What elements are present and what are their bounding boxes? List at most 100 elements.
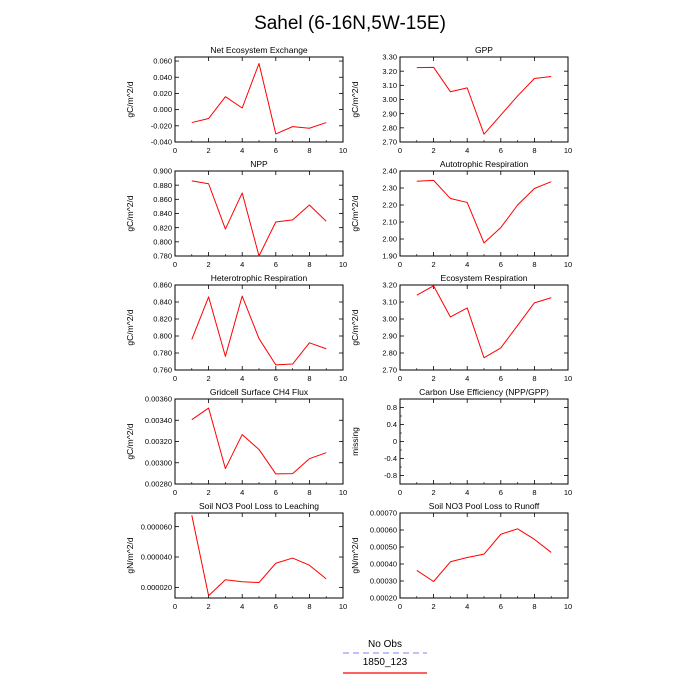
y-tick-label: 3.10 [382, 298, 397, 307]
y-axis-label: gC/m^2/d [125, 423, 135, 459]
y-tick-label: 2.30 [382, 184, 397, 193]
y-tick-label: 0.040 [153, 73, 172, 82]
y-tick-label: 0.800 [153, 237, 172, 246]
x-tick-label: 2 [432, 146, 436, 155]
panel-autotrophic-respiration: Autotrophic Respiration gC/m^2/d 0 2 4 6 8 10 1.… [350, 159, 572, 269]
y-tick-label: 3.20 [382, 67, 397, 76]
panel-title: NPP [250, 159, 268, 169]
panel-gpp: GPP gC/m^2/d 0 2 4 6 8 10 2.70 2.80 2.90 3.00 3.10 3.… [350, 45, 572, 155]
y-tick-label: 3.30 [382, 53, 397, 62]
panel-npp: NPP gC/m^2/d 0 2 4 6 8 10 0.780 0.800 0.820 0.840 0.… [125, 159, 347, 269]
x-tick-label: 10 [564, 374, 572, 383]
figure-title: Sahel (6-16N,5W-15E) [254, 13, 446, 34]
x-tick-label: 0 [398, 260, 402, 269]
series-line-1850-123 [416, 66, 552, 135]
y-tick-label: 3.20 [382, 281, 397, 290]
panel-title: Autotrophic Respiration [440, 159, 529, 169]
y-axis-label: gC/m^2/d [350, 309, 360, 345]
x-tick-label: 6 [274, 146, 278, 155]
series-line-1850-123 [191, 62, 327, 135]
x-tick-label: 2 [207, 146, 211, 155]
series-line-1850-123 [416, 285, 552, 359]
panel-heterotrophic-respiration: Heterotrophic Respiration gC/m^2/d 0 2 4 6 8 10… [125, 273, 347, 383]
x-tick-label: 6 [274, 374, 278, 383]
y-tick-label: 2.10 [382, 218, 397, 227]
y-tick-label: 0.780 [153, 252, 172, 261]
y-axis-label: missing [350, 427, 360, 456]
panel-title: Gridcell Surface CH4 Flux [210, 387, 309, 397]
y-axis-label: gN/m^2/d [125, 537, 135, 573]
x-tick-label: 0 [398, 488, 402, 497]
series-line-1850-123 [191, 295, 327, 366]
panel-gridcell-surface-ch4-flux: Gridcell Surface CH4 Flux gC/m^2/d 0 2 4 6 8 10… [125, 387, 347, 497]
plot-frame [399, 512, 569, 599]
y-tick-label: 0.000040 [141, 553, 172, 562]
x-tick-label: 10 [564, 146, 572, 155]
x-tick-label: 0 [173, 146, 177, 155]
y-tick-label: 0.00320 [145, 437, 172, 446]
x-tick-label: 0 [173, 488, 177, 497]
x-tick-label: 4 [465, 602, 469, 611]
x-tick-label: 4 [465, 146, 469, 155]
x-tick-label: 2 [432, 260, 436, 269]
y-axis-label: gN/m^2/d [350, 537, 360, 573]
y-tick-label: 0.000060 [141, 522, 172, 531]
series-line-1850-123 [191, 407, 327, 475]
x-tick-label: 0 [173, 602, 177, 611]
x-tick-label: 8 [307, 260, 311, 269]
y-tick-label: 2.90 [382, 332, 397, 341]
x-tick-label: 10 [339, 260, 347, 269]
plot-frame [399, 398, 569, 485]
x-tick-label: 10 [339, 602, 347, 611]
y-tick-label: -0.040 [151, 138, 172, 147]
y-tick-label: 0.060 [153, 57, 172, 66]
y-tick-label: 0.900 [153, 167, 172, 176]
x-tick-label: 0 [398, 602, 402, 611]
y-tick-label: 2.00 [382, 235, 397, 244]
y-tick-label: 0.8 [387, 403, 397, 412]
y-tick-label: 2.70 [382, 366, 397, 375]
y-tick-label: 0.00340 [145, 416, 172, 425]
panel-net-ecosystem-exchange: Net Ecosystem Exchange gC/m^2/d 0 2 4 6 8 10 -0.… [125, 45, 347, 155]
x-tick-label: 4 [465, 374, 469, 383]
panel-title: Soil NO3 Pool Loss to Leaching [199, 501, 319, 511]
x-tick-label: 2 [207, 488, 211, 497]
x-tick-label: 4 [240, 488, 244, 497]
legend-label-1850-123: 1850_123 [363, 657, 408, 668]
x-tick-label: 8 [532, 260, 536, 269]
y-tick-label: 0.840 [153, 298, 172, 307]
legend: No Obs 1850_123 [343, 639, 427, 674]
y-axis-label: gC/m^2/d [125, 309, 135, 345]
x-tick-label: 6 [274, 260, 278, 269]
y-tick-label: 0.760 [153, 366, 172, 375]
panel-title: Carbon Use Efficiency (NPP/GPP) [419, 387, 549, 397]
x-tick-label: 2 [207, 260, 211, 269]
plot-frame [174, 398, 344, 485]
series-line-1850-123 [191, 515, 327, 597]
x-tick-label: 8 [307, 488, 311, 497]
y-tick-label: -0.020 [151, 121, 172, 130]
x-tick-label: 10 [339, 146, 347, 155]
x-tick-label: 6 [499, 374, 503, 383]
panel-soil-no3-pool-loss-to-runoff: Soil NO3 Pool Loss to Runoff gN/m^2/d 0 2 4 6… [350, 501, 572, 611]
y-tick-label: 2.80 [382, 123, 397, 132]
y-axis-label: gC/m^2/d [125, 81, 135, 117]
plot-frame [174, 56, 344, 143]
y-tick-label: 0.00360 [145, 395, 172, 404]
y-tick-label: 0.00060 [370, 526, 397, 535]
panel-ecosystem-respiration: Ecosystem Respiration gC/m^2/d 0 2 4 6 8 10 2.70… [350, 273, 572, 383]
x-tick-label: 8 [307, 374, 311, 383]
x-tick-label: 8 [532, 146, 536, 155]
panel-title: GPP [475, 45, 493, 55]
y-tick-label: 3.00 [382, 95, 397, 104]
x-tick-label: 4 [240, 146, 244, 155]
x-tick-label: 2 [207, 374, 211, 383]
x-tick-label: 4 [240, 260, 244, 269]
y-tick-label: 0.780 [153, 349, 172, 358]
y-tick-label: 2.90 [382, 109, 397, 118]
y-tick-label: 3.10 [382, 81, 397, 90]
plot-frame [399, 56, 569, 143]
y-tick-label: 0.840 [153, 209, 172, 218]
x-tick-label: 10 [564, 260, 572, 269]
